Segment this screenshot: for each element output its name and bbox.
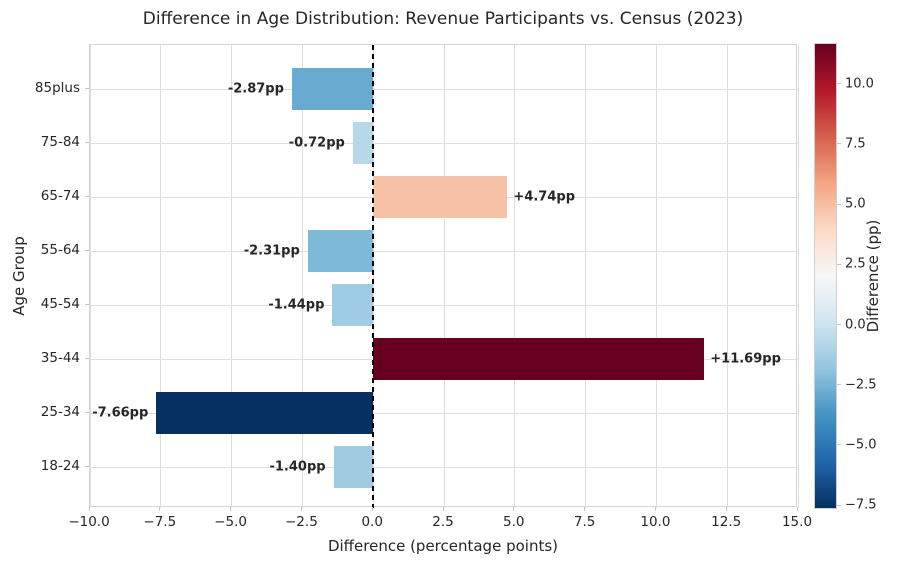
x-tick-label: 0.0	[361, 514, 383, 530]
y-gridline	[90, 412, 798, 414]
x-tick-mark	[725, 507, 727, 511]
x-tick-mark	[300, 507, 302, 511]
x-tick-label: 2.5	[432, 514, 454, 530]
bar	[156, 392, 374, 434]
bar	[332, 284, 374, 326]
colorbar-tick-mark	[837, 324, 841, 326]
x-gridline	[797, 45, 799, 508]
y-tick-mark	[85, 411, 89, 413]
y-axis-label: Age Group	[10, 235, 28, 316]
y-tick-label: 25-34	[40, 404, 80, 420]
x-tick-mark	[513, 507, 515, 511]
x-gridline	[443, 45, 445, 508]
y-gridline	[90, 142, 798, 144]
x-gridline	[655, 45, 657, 508]
colorbar-label: Difference (pp)	[864, 219, 882, 333]
bar	[373, 338, 705, 380]
y-tick-label: 75-84	[40, 134, 80, 150]
y-tick-mark	[85, 357, 89, 359]
x-tick-label: −2.5	[285, 514, 318, 530]
plot-area: -2.87pp -0.72pp +4.74pp -2.31pp -1.44pp +11.6…	[89, 44, 799, 508]
colorbar-tick-label: −7.5	[845, 497, 877, 513]
x-tick-label: 7.5	[573, 514, 596, 530]
colorbar-tick-label: 2.5	[845, 256, 866, 272]
bar	[307, 230, 374, 272]
x-tick-label: 5.0	[503, 514, 525, 530]
x-gridline	[160, 45, 162, 508]
bar-value-label: -7.66pp	[92, 405, 149, 421]
bar-value-label: -2.31pp	[243, 243, 300, 259]
x-gridline	[301, 45, 303, 508]
x-tick-mark	[230, 507, 232, 511]
y-tick-mark	[85, 303, 89, 305]
y-tick-label: 85plus	[34, 80, 80, 96]
colorbar-tick-mark	[837, 83, 841, 85]
bar-value-label: +4.74pp	[513, 189, 576, 205]
x-gridline	[585, 45, 587, 508]
x-tick-mark	[654, 507, 656, 511]
y-tick-mark	[85, 87, 89, 89]
x-tick-label: 10.0	[640, 514, 671, 530]
x-tick-mark	[88, 507, 90, 511]
bar	[291, 68, 374, 110]
y-tick-mark	[85, 195, 89, 197]
x-tick-mark	[159, 507, 161, 511]
y-tick-label: 35-44	[40, 350, 80, 366]
x-tick-label: −5.0	[214, 514, 247, 530]
bar-value-label: -0.72pp	[288, 135, 345, 151]
colorbar-tick-mark	[837, 143, 841, 145]
colorbar-tick-label: −5.0	[845, 437, 877, 453]
colorbar-tick-mark	[837, 504, 841, 506]
x-gridline	[89, 45, 91, 508]
x-axis-label: Difference (percentage points)	[327, 537, 559, 555]
chart-title: Difference in Age Distribution: Revenue …	[142, 9, 744, 29]
x-tick-mark	[371, 507, 373, 511]
x-gridline	[726, 45, 728, 508]
y-gridline	[90, 304, 798, 306]
x-tick-mark	[796, 507, 798, 511]
x-gridline	[514, 45, 516, 508]
colorbar-gradient	[814, 43, 837, 509]
bar-value-label: -1.40pp	[269, 459, 326, 475]
colorbar-tick-label: 0.0	[845, 317, 866, 333]
bar	[352, 122, 374, 164]
bar-value-label: -1.44pp	[268, 297, 325, 313]
zero-reference-line	[372, 45, 375, 508]
colorbar-tick-label: 7.5	[845, 136, 866, 152]
bar-value-label: +11.69pp	[710, 351, 781, 367]
x-tick-mark	[442, 507, 444, 511]
bar	[373, 176, 508, 218]
x-tick-label: 15.0	[781, 514, 813, 530]
x-tick-mark	[584, 507, 586, 511]
bar-value-label: -2.87pp	[227, 81, 284, 97]
y-gridline	[90, 88, 798, 90]
x-tick-label: −10.0	[68, 514, 110, 530]
colorbar-tick-label: 5.0	[845, 196, 866, 212]
colorbar-tick-label: 10.0	[845, 76, 874, 92]
y-tick-mark	[85, 141, 89, 143]
y-gridline	[90, 250, 798, 252]
y-tick-label: 18-24	[40, 458, 80, 474]
x-tick-label: 12.5	[711, 514, 742, 530]
x-tick-label: −7.5	[143, 514, 177, 530]
colorbar-tick-mark	[837, 444, 841, 446]
colorbar-tick-label: −2.5	[845, 377, 877, 393]
y-tick-label: 45-54	[40, 296, 80, 312]
y-tick-mark	[85, 249, 89, 251]
y-tick-label: 55-64	[40, 242, 80, 258]
y-gridline	[90, 466, 798, 468]
y-tick-mark	[85, 465, 89, 467]
colorbar-tick-mark	[837, 263, 841, 265]
y-tick-label: 65-74	[40, 188, 80, 204]
bar	[333, 446, 374, 488]
colorbar-tick-mark	[837, 384, 841, 386]
x-gridline	[231, 45, 233, 508]
colorbar-tick-mark	[837, 203, 841, 205]
